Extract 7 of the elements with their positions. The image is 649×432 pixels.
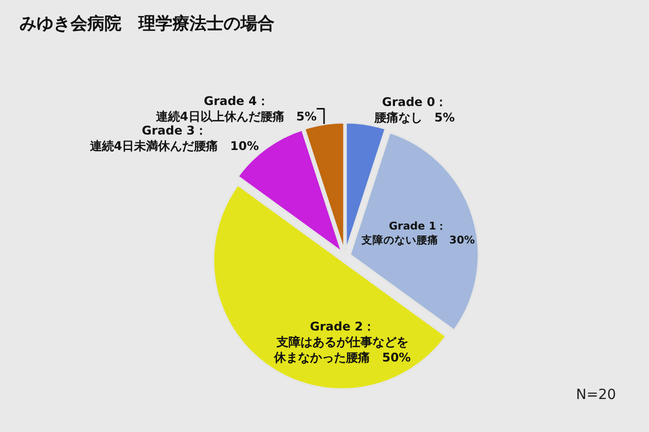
text: N=20 — [576, 387, 616, 403]
slice-label: Grade 2：支障はあるが仕事などを休まなかった腰痛 50% — [273, 319, 411, 365]
chart-title: みゆき会病院 理学療法士の場合 — [19, 14, 274, 34]
slice-label: Grade 1：支障のない腰痛 30% — [360, 219, 476, 246]
slice-label: Grade 4：連続4日以上休んだ腰痛 5% — [154, 94, 317, 124]
slice-label: Grade 3：連続4日未満休んだ腰痛 10% — [88, 123, 259, 154]
slice-label: Grade 0：腰痛なし 5% — [373, 94, 455, 124]
